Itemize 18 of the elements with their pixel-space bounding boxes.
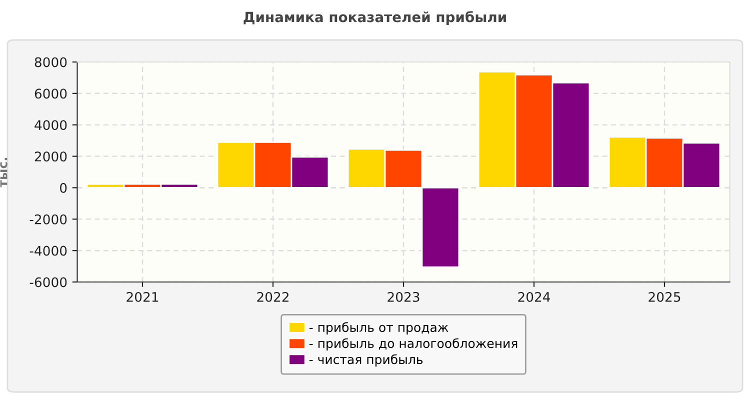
chart-title: Динамика показателей прибыли [244,11,506,25]
x-tick-label: 2025 [648,292,680,302]
legend-label: - прибыль до налогообложения [309,338,518,351]
x-tick-label: 2024 [518,292,550,302]
x-tick-label: 2023 [388,292,420,302]
y-tick-label: -4000 [30,246,67,256]
legend-label: - чистая прибыль [309,354,423,367]
y-axis-title: тыс. [0,158,8,188]
y-tick-label: 4000 [34,120,67,130]
y-tick-label: 0 [60,182,67,193]
x-tick-label: 2021 [126,292,158,302]
y-tick-label: 8000 [34,57,67,68]
y-tick-label: 2000 [34,152,67,162]
y-tick-label: -2000 [30,214,67,224]
x-tick-label: 2022 [257,292,288,302]
y-tick-label: 6000 [34,88,67,99]
legend-label: - прибыль от продаж [309,322,448,334]
y-tick-label: -6000 [30,277,67,288]
